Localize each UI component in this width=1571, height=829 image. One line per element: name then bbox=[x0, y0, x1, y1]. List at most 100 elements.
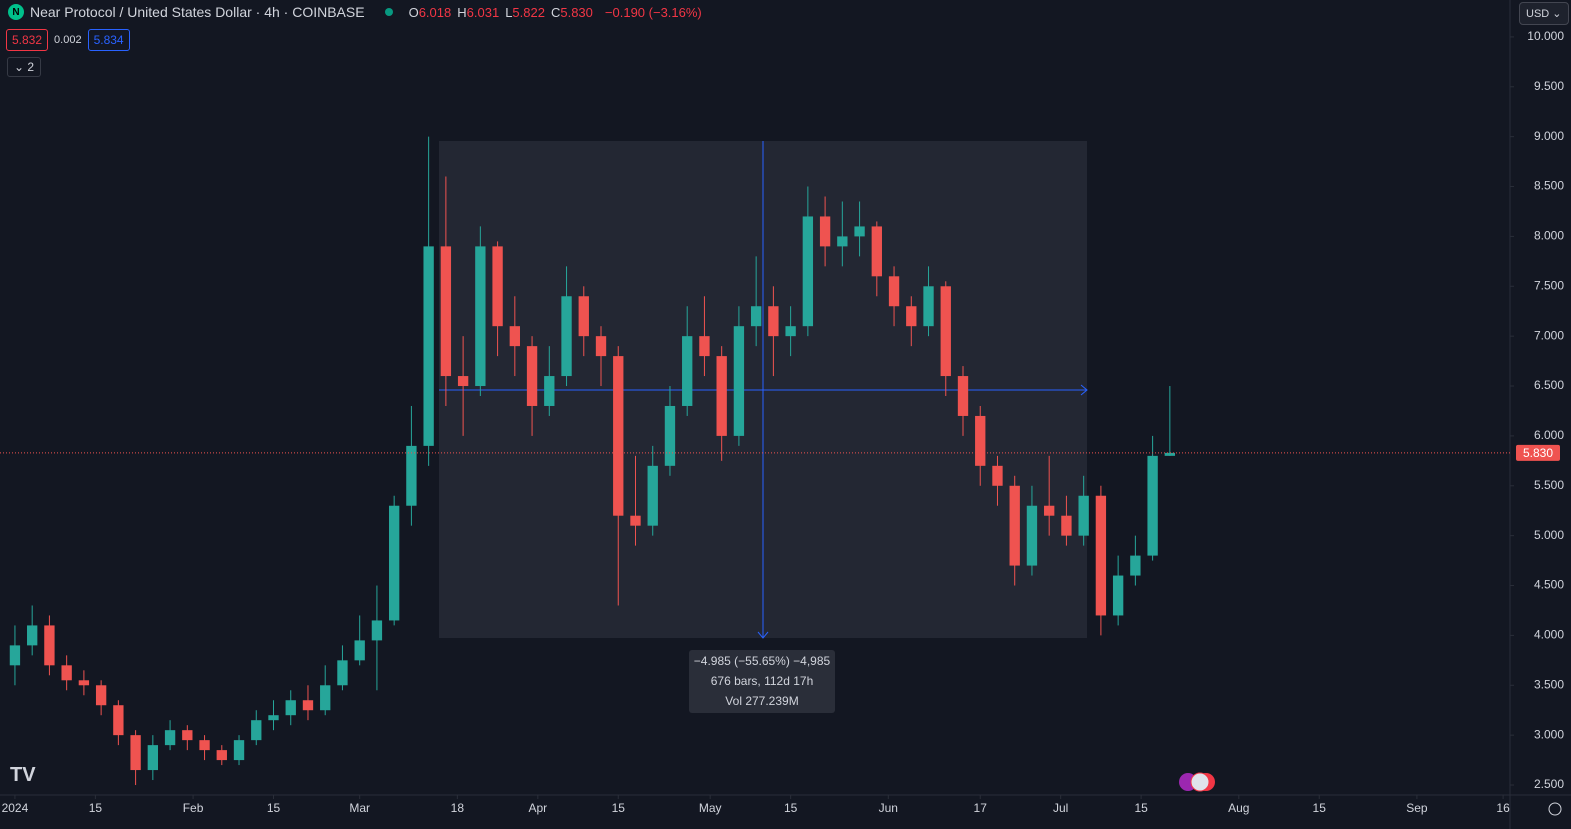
candle-body bbox=[337, 660, 348, 686]
ohlc-label: L bbox=[505, 4, 513, 20]
x-tick-label: 15 bbox=[784, 801, 798, 815]
candle-body bbox=[320, 685, 331, 711]
candle-body bbox=[750, 306, 762, 327]
y-tick-label: 6.000 bbox=[1534, 428, 1564, 442]
buy-button[interactable]: 5.834 bbox=[87, 29, 130, 51]
sell-button[interactable]: 5.832 bbox=[6, 29, 49, 51]
candle-body bbox=[1026, 505, 1038, 566]
candle-body bbox=[923, 286, 934, 327]
candle-body bbox=[492, 246, 503, 327]
candle-body bbox=[768, 306, 779, 337]
price-axis bbox=[1510, 0, 1571, 829]
settings-icon[interactable] bbox=[1548, 802, 1562, 816]
candle-body bbox=[233, 740, 245, 761]
x-tick-label: Jul bbox=[1053, 801, 1068, 815]
candle-body bbox=[664, 405, 676, 466]
candle-body bbox=[9, 645, 21, 666]
candle-body bbox=[1095, 495, 1107, 616]
candle-body bbox=[682, 336, 693, 406]
change: −0.190 (−3.16%) bbox=[604, 4, 702, 20]
candle-body bbox=[854, 226, 865, 237]
candle-body bbox=[992, 465, 1003, 486]
y-tick-label: 5.500 bbox=[1534, 478, 1564, 492]
candle-body bbox=[733, 326, 745, 436]
candle-body bbox=[182, 730, 193, 741]
x-tick-label: 15 bbox=[1134, 801, 1148, 815]
candle-body bbox=[164, 730, 176, 746]
ohlc-values: O6.018 H6.031 L5.822 C5.830 bbox=[409, 5, 599, 20]
candle-body bbox=[975, 415, 986, 466]
range-arrow bbox=[1080, 384, 1088, 396]
candle-body bbox=[251, 720, 262, 741]
event-icon[interactable] bbox=[1190, 772, 1210, 792]
candle-body bbox=[130, 735, 141, 771]
candle-body bbox=[871, 226, 882, 277]
candle-body bbox=[78, 680, 90, 686]
candle-body bbox=[906, 306, 917, 327]
x-tick-label: May bbox=[699, 801, 722, 815]
measure-bars: 676 bars, 112d 17h bbox=[710, 674, 814, 688]
candle-body bbox=[1078, 495, 1089, 536]
x-tick-label: 17 bbox=[974, 801, 988, 815]
candle-body bbox=[509, 326, 520, 347]
legend: N Near Protocol / United States Dollar ·… bbox=[8, 4, 702, 20]
candle-body bbox=[630, 515, 641, 526]
ohlc-value: 6.018 bbox=[418, 4, 452, 20]
candle-body bbox=[957, 376, 969, 416]
candle-body bbox=[1009, 485, 1020, 566]
y-tick-label: 4.500 bbox=[1534, 578, 1564, 592]
y-tick-label: 9.000 bbox=[1534, 129, 1564, 143]
candle-body bbox=[802, 216, 814, 327]
x-tick-label: 15 bbox=[612, 801, 626, 815]
ohlc-label: C bbox=[550, 4, 561, 20]
candle-body bbox=[302, 700, 314, 711]
y-tick-label: 7.500 bbox=[1534, 278, 1564, 292]
x-tick-label: 15 bbox=[1313, 801, 1327, 815]
y-tick-label: 9.500 bbox=[1534, 79, 1564, 93]
measure-tooltip: −4.985 (−55.65%) −4,985 676 bars, 112d 1… bbox=[689, 650, 835, 713]
candle-body bbox=[716, 356, 727, 436]
y-tick-label: 10.000 bbox=[1527, 29, 1564, 43]
measure-volume: Vol 277.239M bbox=[725, 694, 799, 708]
y-tick-label: 7.000 bbox=[1534, 328, 1564, 342]
candle-body bbox=[406, 445, 417, 506]
x-tick-label: 15 bbox=[89, 801, 103, 815]
candle-body bbox=[475, 246, 486, 387]
candle-body bbox=[1147, 455, 1158, 556]
x-tick-label: Aug bbox=[1228, 801, 1249, 815]
candle-body bbox=[113, 705, 124, 736]
candle-body bbox=[578, 296, 589, 337]
candle-body bbox=[647, 465, 658, 526]
currency: USD bbox=[1526, 8, 1550, 20]
ohlc-label: O bbox=[408, 4, 419, 20]
candle-body bbox=[595, 336, 607, 357]
candle-body bbox=[1130, 555, 1141, 576]
candle-body bbox=[1112, 575, 1124, 616]
candle-body bbox=[371, 620, 383, 641]
measure-change: −4.985 (−55.65%) −4,985 bbox=[693, 654, 831, 668]
candle-body bbox=[613, 356, 624, 516]
currency-select[interactable]: USD ⌄ bbox=[1519, 2, 1569, 25]
x-tick-label: Sep bbox=[1406, 801, 1428, 815]
ohlc-value: 5.822 bbox=[512, 4, 545, 20]
symbol-title[interactable]: Near Protocol / United States Dollar · 4… bbox=[30, 4, 365, 20]
candle-body bbox=[147, 745, 159, 771]
candle-body bbox=[837, 236, 848, 247]
candle-body bbox=[440, 246, 452, 377]
candle-body bbox=[544, 376, 555, 406]
candle-body bbox=[268, 715, 279, 721]
candle-body bbox=[699, 336, 710, 357]
x-tick-label: Jun bbox=[879, 801, 898, 815]
candle-body bbox=[95, 685, 107, 706]
last-price-tag bbox=[1516, 444, 1560, 461]
x-tick-label: Mar bbox=[349, 801, 370, 815]
tradingview-logo[interactable]: TV bbox=[10, 764, 36, 786]
x-tick-label: Feb bbox=[183, 801, 204, 815]
symbol-logo: N bbox=[8, 4, 24, 20]
x-tick-label: 18 bbox=[451, 801, 465, 815]
y-tick-label: 6.500 bbox=[1534, 378, 1564, 392]
candle-body bbox=[785, 326, 796, 337]
indicators-toggle[interactable]: ⌄ 2 bbox=[7, 57, 42, 77]
